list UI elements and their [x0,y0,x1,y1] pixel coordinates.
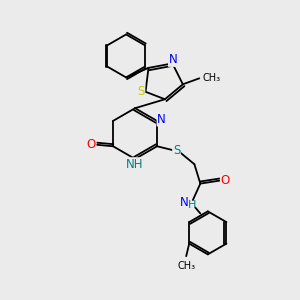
Text: H: H [188,200,196,210]
Text: N: N [180,196,189,209]
Text: N: N [169,53,177,66]
Text: NH: NH [126,158,143,171]
Text: CH₃: CH₃ [177,261,195,271]
Text: O: O [87,138,96,151]
Text: S: S [173,144,180,157]
Text: CH₃: CH₃ [203,73,221,83]
Text: O: O [220,173,230,187]
Text: N: N [157,113,166,126]
Text: S: S [137,85,145,98]
